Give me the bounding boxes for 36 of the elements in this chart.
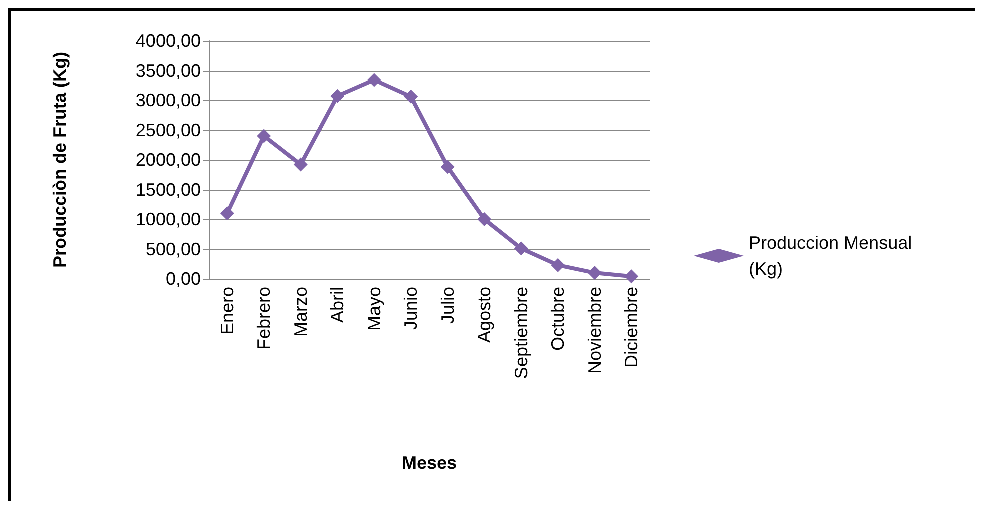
y-tick-label: 2500,00 bbox=[136, 120, 201, 140]
x-tick-label: Abril bbox=[328, 287, 348, 324]
x-tick-label: Agosto bbox=[474, 287, 495, 344]
point bbox=[330, 89, 345, 104]
point bbox=[294, 158, 308, 172]
x-tick-label: Enero bbox=[217, 287, 238, 336]
y-tick-label: 1000,00 bbox=[136, 210, 201, 230]
y-tick-label: 500,00 bbox=[146, 239, 201, 260]
y-tick-label: 1500,00 bbox=[136, 180, 201, 200]
point bbox=[404, 90, 418, 104]
y-tick-label: 2000,00 bbox=[136, 150, 201, 170]
x-tick-label: Junio bbox=[401, 287, 422, 330]
point bbox=[514, 242, 528, 256]
point bbox=[220, 206, 234, 221]
x-axis-title: Meses bbox=[402, 453, 458, 473]
y-tick-label: 4000,00 bbox=[136, 31, 201, 51]
point bbox=[367, 73, 382, 88]
point bbox=[440, 160, 455, 174]
x-tick-label: Diciembre bbox=[622, 287, 642, 368]
legend-label: Produccion Mensual (Kg) bbox=[749, 233, 918, 279]
x-tick-label: Mayo bbox=[364, 287, 384, 332]
point bbox=[478, 212, 492, 226]
y-tick-label: 3500,00 bbox=[136, 60, 201, 81]
point bbox=[624, 270, 639, 284]
x-tick-label: Marzo bbox=[290, 287, 311, 338]
x-tick-label: Febrero bbox=[254, 287, 274, 350]
y-tick-label: 0,00 bbox=[166, 269, 201, 289]
y-tick-label: 3000,00 bbox=[136, 90, 201, 110]
x-tick-label: Julio bbox=[438, 287, 458, 324]
point bbox=[551, 258, 566, 272]
x-tick-label: Noviembre bbox=[584, 287, 605, 374]
x-tick-label: Octubre bbox=[548, 287, 568, 352]
y-axis-title: Producciòn de Fruta (Kg) bbox=[50, 52, 70, 268]
x-tick-label: Septiembre bbox=[511, 287, 532, 380]
point bbox=[257, 129, 272, 144]
point bbox=[588, 266, 602, 280]
